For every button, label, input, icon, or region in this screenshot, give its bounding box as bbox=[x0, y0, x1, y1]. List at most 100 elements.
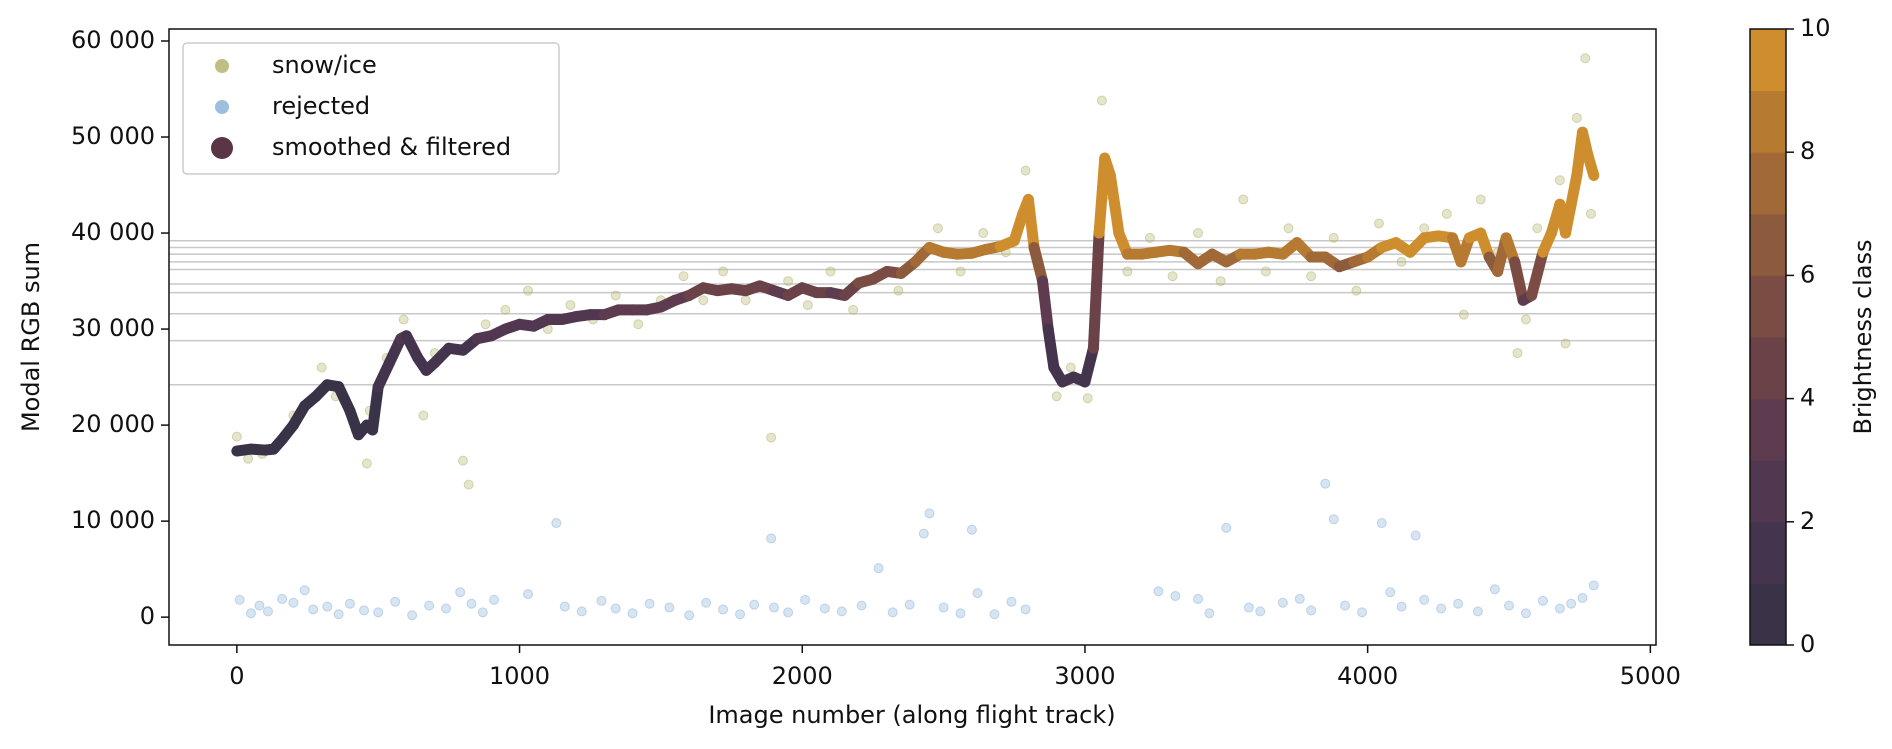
scatter-point bbox=[316, 362, 327, 373]
scatter-point bbox=[1577, 592, 1588, 603]
scatter-point bbox=[1588, 580, 1599, 591]
scatter-point bbox=[1283, 223, 1294, 234]
scatter-point bbox=[1020, 604, 1031, 615]
smoothed-segment bbox=[1509, 256, 1529, 306]
scatter-point bbox=[856, 600, 867, 611]
scatter-point bbox=[1193, 228, 1204, 239]
scatter-point bbox=[1458, 309, 1469, 320]
scatter-point bbox=[551, 518, 562, 529]
scatter-point bbox=[938, 602, 949, 613]
scatter-point bbox=[972, 588, 983, 599]
scatter-point bbox=[1144, 232, 1155, 243]
scatter-point bbox=[243, 453, 254, 464]
y-tick-label: 60 000 bbox=[71, 26, 155, 54]
scatter-point bbox=[678, 271, 689, 282]
colorbar-band bbox=[1750, 90, 1786, 153]
scatter-point bbox=[836, 606, 847, 617]
scatter-point bbox=[1167, 271, 1178, 282]
scatter-point bbox=[299, 585, 310, 596]
scatter-point bbox=[633, 319, 644, 330]
scatter-point bbox=[802, 300, 813, 311]
scatter-point bbox=[407, 610, 418, 621]
plot-frame bbox=[168, 28, 1657, 646]
colorbar-band bbox=[1750, 29, 1786, 92]
x-axis-label: Image number (along flight track) bbox=[708, 701, 1115, 729]
scatter-point bbox=[344, 598, 355, 609]
scatter-point bbox=[1512, 348, 1523, 359]
smoothed-segment bbox=[1028, 241, 1049, 287]
scatter-point bbox=[825, 266, 836, 277]
x-tick-label: 4000 bbox=[1337, 662, 1398, 690]
scatter-point bbox=[627, 608, 638, 619]
scatter-point bbox=[1520, 314, 1531, 325]
scatter-point bbox=[1238, 194, 1249, 205]
scatter-point bbox=[1436, 603, 1447, 614]
plot-area bbox=[231, 53, 1600, 621]
scatter-point bbox=[735, 609, 746, 620]
scatter-point bbox=[1320, 478, 1331, 489]
scatter-point bbox=[361, 458, 372, 469]
scatter-point bbox=[418, 410, 429, 421]
colorbar-frame bbox=[1749, 28, 1787, 646]
scatter-point bbox=[1373, 218, 1384, 229]
legend-box bbox=[182, 42, 560, 175]
scatter-point bbox=[234, 594, 245, 605]
colorbar-tick-label: 6 bbox=[1800, 260, 1815, 288]
smoothed-segment bbox=[1042, 323, 1060, 373]
scatter-point bbox=[610, 603, 621, 614]
scatter-point bbox=[1566, 598, 1577, 609]
scatter-point bbox=[466, 598, 477, 609]
scatter-point bbox=[480, 319, 491, 330]
legend-label: smoothed & filtered bbox=[272, 133, 511, 161]
scatter-point bbox=[1385, 587, 1396, 598]
scatter-point bbox=[932, 223, 943, 234]
scatter-point bbox=[718, 266, 729, 277]
colorbar-tick-label: 2 bbox=[1800, 507, 1815, 535]
scatter-point bbox=[610, 290, 621, 301]
scatter-point bbox=[455, 587, 466, 598]
scatter-point bbox=[1571, 112, 1582, 123]
scatter-point bbox=[1260, 266, 1271, 277]
scatter-point bbox=[359, 605, 370, 616]
scatter-point bbox=[1554, 603, 1565, 614]
scatter-point bbox=[1453, 598, 1464, 609]
scatter-point bbox=[1537, 595, 1548, 606]
scatter-point bbox=[1020, 165, 1031, 176]
scatter-point bbox=[1193, 593, 1204, 604]
scatter-point bbox=[1122, 266, 1133, 277]
scatter-point bbox=[1376, 518, 1387, 529]
scatter-point bbox=[1255, 606, 1266, 617]
colorbar-tick-label: 10 bbox=[1800, 14, 1831, 42]
scatter-point bbox=[1396, 601, 1407, 612]
scatter-point bbox=[966, 524, 977, 535]
scatter-point bbox=[1204, 608, 1215, 619]
x-tick-label: 0 bbox=[229, 662, 244, 690]
scatter-point bbox=[664, 602, 675, 613]
scatter-point bbox=[1503, 600, 1514, 611]
scatter-point bbox=[333, 609, 344, 620]
legend-label: snow/ice bbox=[272, 51, 377, 79]
smoothed-segment bbox=[1104, 169, 1125, 239]
scatter-point bbox=[1419, 594, 1430, 605]
colorbar-band bbox=[1750, 337, 1786, 400]
scatter-point bbox=[1560, 338, 1571, 349]
scatter-point bbox=[768, 602, 779, 613]
colorbar-band bbox=[1750, 521, 1786, 584]
scatter-point bbox=[373, 607, 384, 618]
colorbar-label: Brightness class bbox=[1849, 239, 1877, 434]
x-tick-label: 5000 bbox=[1620, 662, 1681, 690]
scatter-point bbox=[1277, 597, 1288, 608]
scatter-point bbox=[1520, 608, 1531, 619]
y-tick-label: 40 000 bbox=[71, 218, 155, 246]
scatter-point bbox=[1356, 607, 1367, 618]
scatter-point bbox=[288, 597, 299, 608]
y-tick-label: 20 000 bbox=[71, 410, 155, 438]
scatter-point bbox=[887, 607, 898, 618]
scatter-point bbox=[819, 603, 830, 614]
scatter-point bbox=[262, 606, 273, 617]
colorbar-band bbox=[1750, 152, 1786, 215]
scatter-point bbox=[1340, 600, 1351, 611]
scatter-point bbox=[701, 597, 712, 608]
scatter-point bbox=[231, 431, 242, 442]
scatter-point bbox=[322, 601, 333, 612]
